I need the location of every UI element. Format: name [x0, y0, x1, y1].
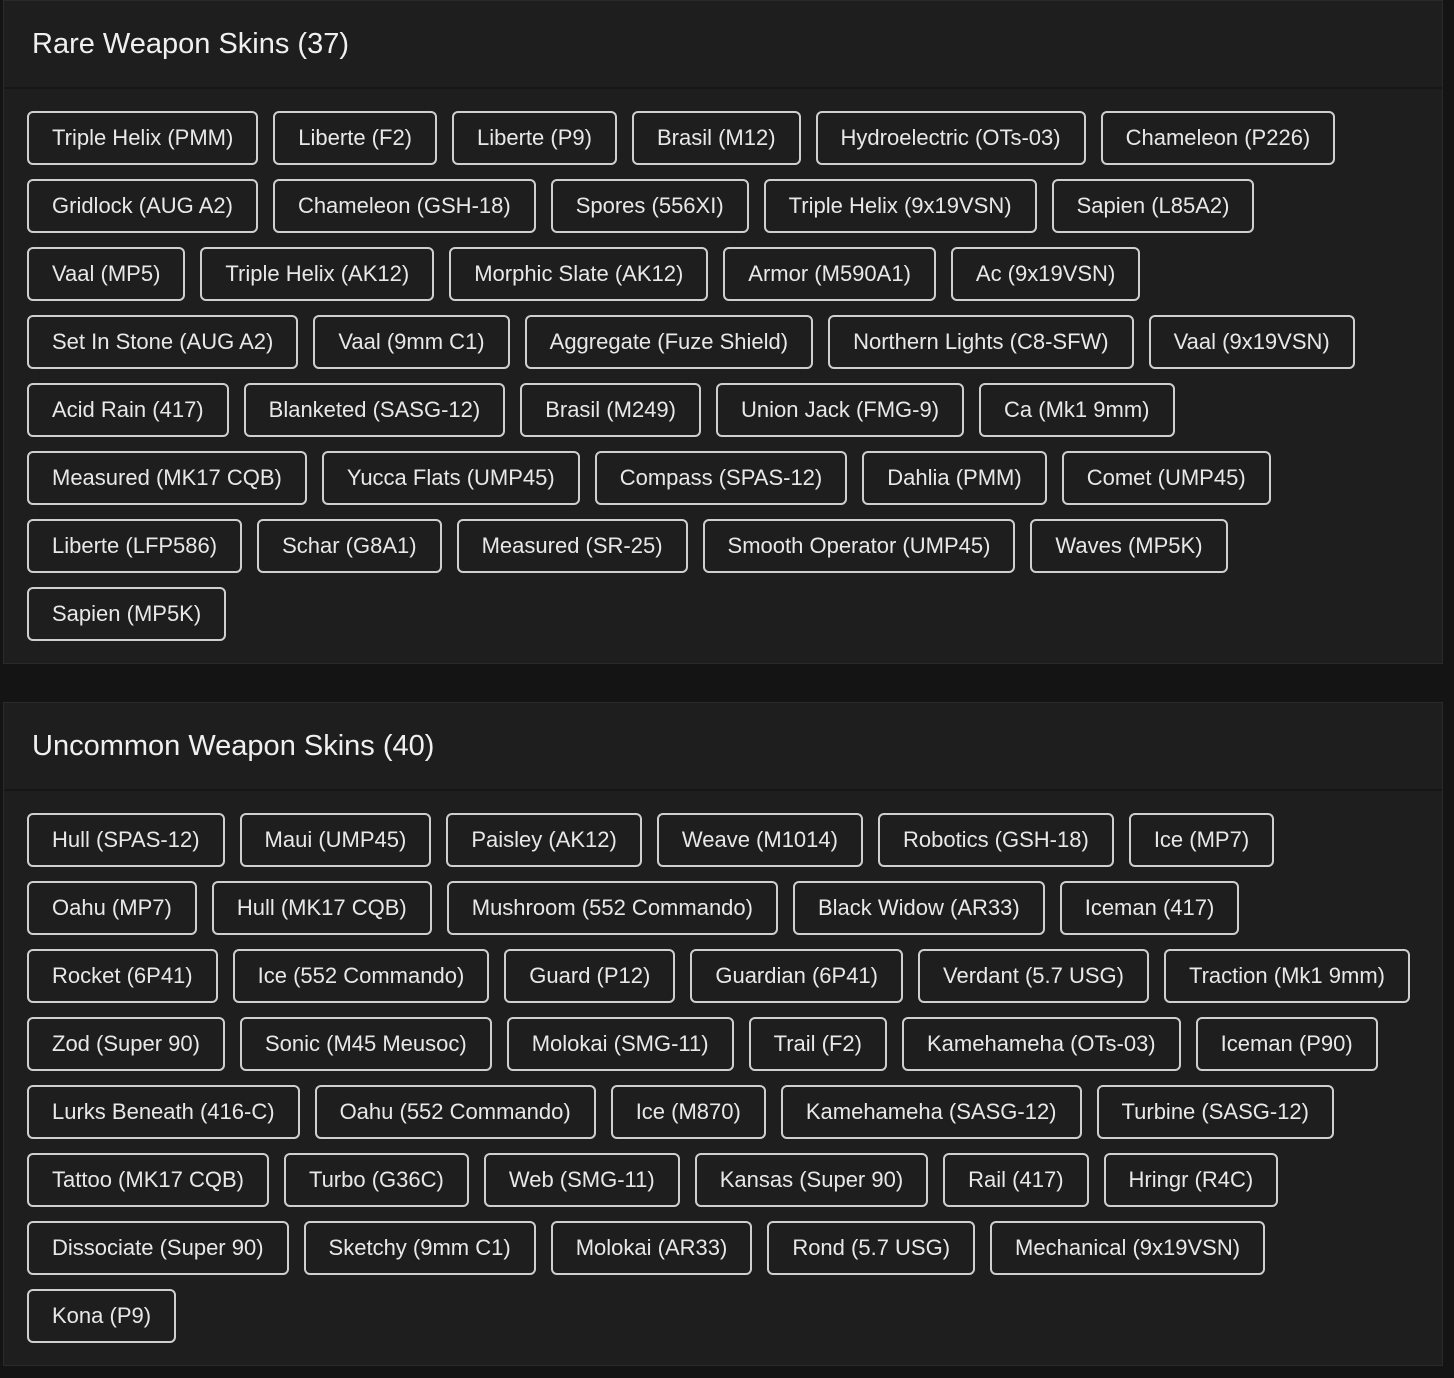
skin-tag[interactable]: Set In Stone (AUG A2): [27, 315, 299, 369]
skin-tag[interactable]: Molokai (AR33): [550, 1221, 753, 1275]
skin-tag[interactable]: Vaal (9x19VSN): [1148, 315, 1355, 369]
skin-tag[interactable]: Ca (Mk1 9mm): [979, 383, 1175, 437]
skin-tag[interactable]: Ice (552 Commando): [232, 949, 490, 1003]
skin-tag[interactable]: Blanketed (SASG-12): [243, 383, 506, 437]
skin-tag[interactable]: Triple Helix (AK12): [200, 247, 435, 301]
skin-tag[interactable]: Union Jack (FMG-9): [716, 383, 965, 437]
skin-tag[interactable]: Zod (Super 90): [27, 1017, 225, 1071]
skin-tag[interactable]: Maui (UMP45): [239, 813, 432, 867]
section-title: Rare Weapon Skins (37): [4, 1, 1442, 89]
tag-list: Triple Helix (PMM) Liberte (F2) Liberte (P…: [4, 89, 1442, 663]
skin-tag[interactable]: Sonic (M45 Meusoc): [239, 1017, 492, 1071]
skin-tag[interactable]: Sapien (L85A2): [1051, 179, 1255, 233]
skin-tag[interactable]: Verdant (5.7 USG): [918, 949, 1149, 1003]
skin-tag[interactable]: Trail (F2): [748, 1017, 887, 1071]
skin-tag[interactable]: Liberte (LFP586): [27, 519, 243, 573]
skin-tag[interactable]: Rocket (6P41): [27, 949, 218, 1003]
skin-tag[interactable]: Waves (MP5K): [1030, 519, 1228, 573]
skin-tag[interactable]: Black Widow (AR33): [792, 881, 1045, 935]
skin-tag[interactable]: Spores (556XI): [550, 179, 749, 233]
skin-tag[interactable]: Brasil (M249): [520, 383, 701, 437]
skin-tag[interactable]: Compass (SPAS-12): [594, 451, 848, 505]
skin-tag[interactable]: Triple Helix (9x19VSN): [763, 179, 1037, 233]
skin-tag[interactable]: Hull (SPAS-12): [27, 813, 225, 867]
skin-tag[interactable]: Liberte (F2): [273, 111, 438, 165]
skin-tag[interactable]: Morphic Slate (AK12): [449, 247, 709, 301]
tag-list: Hull (SPAS-12) Maui (UMP45) Paisley (AK12)…: [4, 791, 1442, 1365]
skin-tag[interactable]: Ice (MP7): [1128, 813, 1275, 867]
skin-tag[interactable]: Turbine (SASG-12): [1096, 1085, 1334, 1139]
skin-tag[interactable]: Kona (P9): [27, 1289, 177, 1343]
skin-tag[interactable]: Schar (G8A1): [257, 519, 442, 573]
skin-tag[interactable]: Lurks Beneath (416-C): [27, 1085, 300, 1139]
skin-tag[interactable]: Measured (SR-25): [456, 519, 688, 573]
skin-tag[interactable]: Kansas (Super 90): [694, 1153, 929, 1207]
skin-tag[interactable]: Guard (P12): [504, 949, 676, 1003]
skin-tag[interactable]: Measured (MK17 CQB): [27, 451, 307, 505]
skin-tag[interactable]: Web (SMG-11): [483, 1153, 680, 1207]
skin-tag[interactable]: Kamehameha (OTs-03): [901, 1017, 1181, 1071]
skin-tag[interactable]: Weave (M1014): [656, 813, 863, 867]
skin-tag[interactable]: Iceman (417): [1059, 881, 1240, 935]
skin-tag[interactable]: Chameleon (P226): [1100, 111, 1336, 165]
skin-tag[interactable]: Gridlock (AUG A2): [27, 179, 258, 233]
skin-tag[interactable]: Mechanical (9x19VSN): [990, 1221, 1266, 1275]
skin-tag[interactable]: Yucca Flats (UMP45): [321, 451, 580, 505]
skin-tag[interactable]: Vaal (9mm C1): [313, 315, 510, 369]
skin-tag[interactable]: Aggregate (Fuze Shield): [524, 315, 814, 369]
skin-tag[interactable]: Dahlia (PMM): [862, 451, 1047, 505]
skin-tag[interactable]: Turbo (G36C): [283, 1153, 469, 1207]
skin-tag[interactable]: Oahu (MP7): [27, 881, 197, 935]
skin-tag[interactable]: Hull (MK17 CQB): [211, 881, 432, 935]
skin-tag[interactable]: Liberte (P9): [452, 111, 617, 165]
skin-tag[interactable]: Armor (M590A1): [723, 247, 936, 301]
skin-tag[interactable]: Northern Lights (C8-SFW): [828, 315, 1134, 369]
skin-tag[interactable]: Iceman (P90): [1195, 1017, 1378, 1071]
skin-tag[interactable]: Sapien (MP5K): [27, 587, 227, 641]
skin-tag[interactable]: Kamehameha (SASG-12): [780, 1085, 1082, 1139]
skin-tag[interactable]: Smooth Operator (UMP45): [702, 519, 1016, 573]
skin-tag[interactable]: Traction (Mk1 9mm): [1163, 949, 1410, 1003]
skin-tag[interactable]: Robotics (GSH-18): [877, 813, 1114, 867]
skin-tag[interactable]: Hydroelectric (OTs-03): [815, 111, 1086, 165]
skin-tag[interactable]: Paisley (AK12): [446, 813, 642, 867]
skin-tag[interactable]: Rond (5.7 USG): [767, 1221, 976, 1275]
skin-tag[interactable]: Acid Rain (417): [27, 383, 229, 437]
skin-tag[interactable]: Chameleon (GSH-18): [272, 179, 536, 233]
skin-tag[interactable]: Rail (417): [943, 1153, 1089, 1207]
skin-tag[interactable]: Mushroom (552 Commando): [446, 881, 778, 935]
skin-tag[interactable]: Vaal (MP5): [27, 247, 186, 301]
skin-tag[interactable]: Guardian (6P41): [690, 949, 903, 1003]
skin-tag[interactable]: Triple Helix (PMM): [27, 111, 259, 165]
skin-tag[interactable]: Sketchy (9mm C1): [303, 1221, 536, 1275]
skin-tag[interactable]: Comet (UMP45): [1061, 451, 1271, 505]
skin-tag[interactable]: Brasil (M12): [631, 111, 801, 165]
skin-tag[interactable]: Ac (9x19VSN): [950, 247, 1141, 301]
skin-tag[interactable]: Dissociate (Super 90): [27, 1221, 289, 1275]
skin-tag[interactable]: Ice (M870): [610, 1085, 766, 1139]
skin-tag[interactable]: Tattoo (MK17 CQB): [27, 1153, 269, 1207]
section-title: Uncommon Weapon Skins (40): [4, 703, 1442, 791]
skin-tag[interactable]: Hringr (R4C): [1103, 1153, 1279, 1207]
section-panel: Rare Weapon Skins (37) Triple Helix (PMM)…: [3, 0, 1443, 664]
skin-tag[interactable]: Oahu (552 Commando): [314, 1085, 596, 1139]
skin-tag[interactable]: Molokai (SMG-11): [506, 1017, 734, 1071]
section-panel: Uncommon Weapon Skins (40) Hull (SPAS-12)…: [3, 702, 1443, 1366]
